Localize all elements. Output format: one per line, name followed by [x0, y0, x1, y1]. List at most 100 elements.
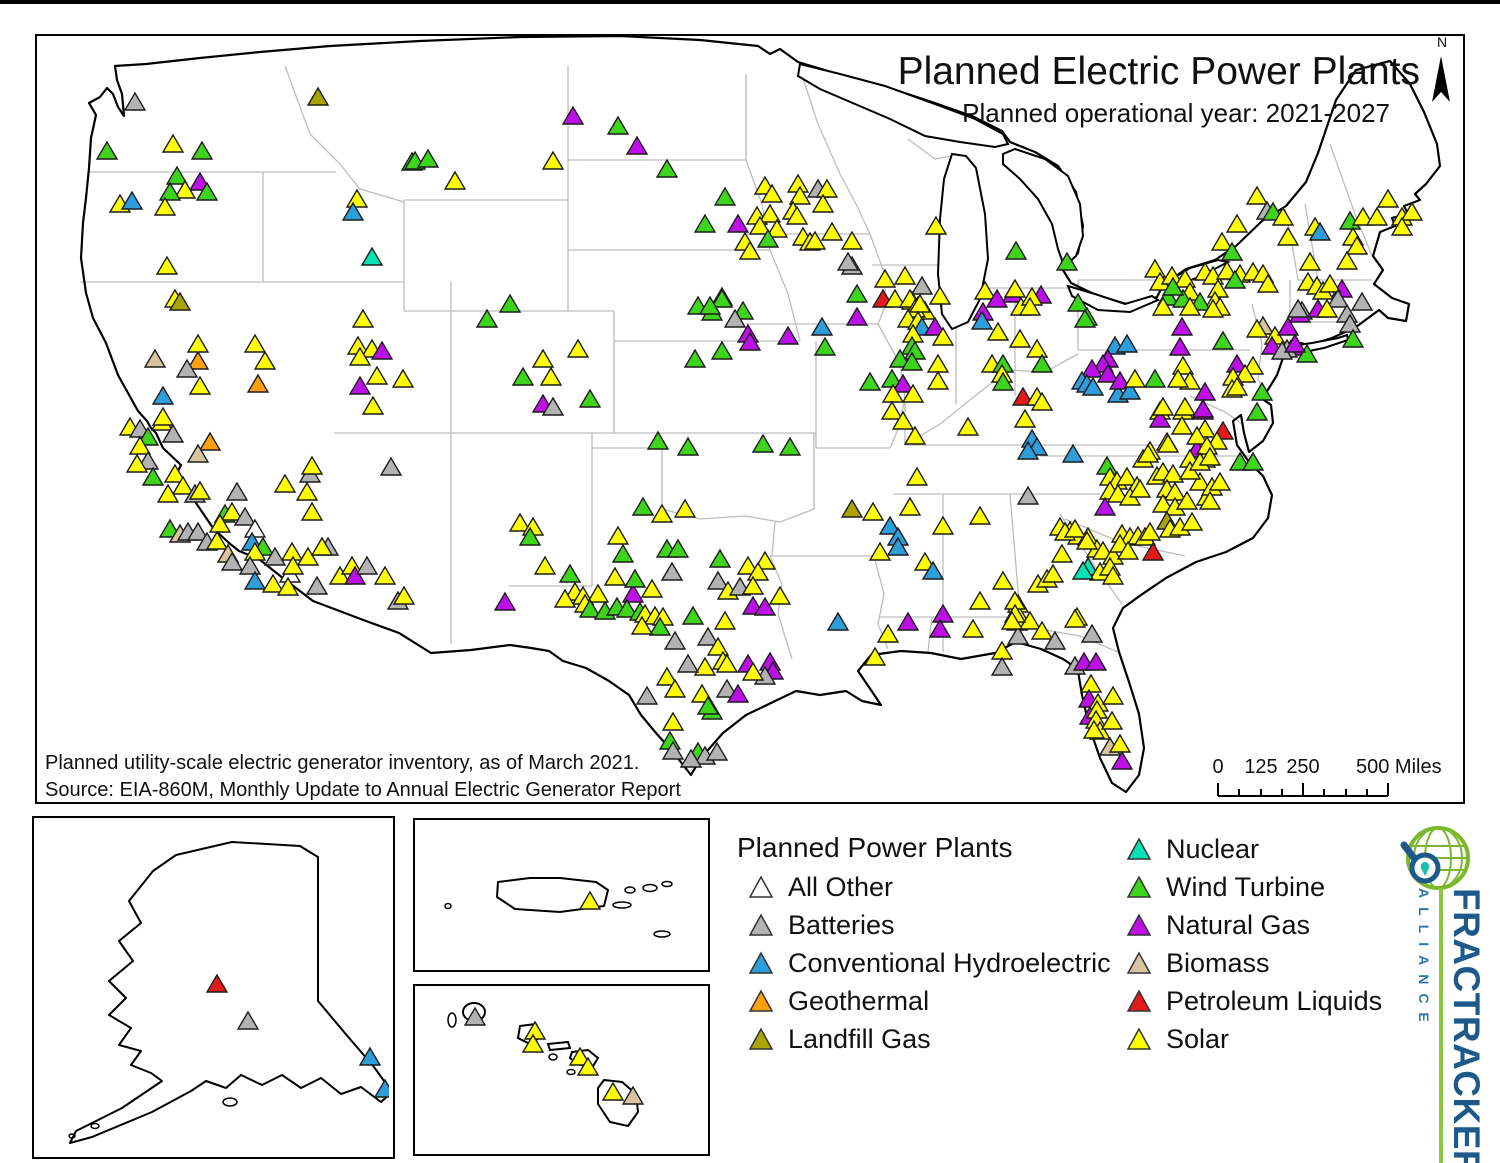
plant-marker-bat — [379, 456, 403, 476]
plant-marker-sol — [1101, 685, 1125, 705]
plant-marker-wind — [1211, 330, 1235, 350]
plant-marker-sol — [1175, 490, 1199, 510]
plant-marker-sol — [661, 711, 685, 731]
plant-marker-wind — [1295, 343, 1319, 363]
legend-label-pet: Petroleum Liquids — [1166, 985, 1383, 1016]
plant-marker-ng — [896, 611, 920, 631]
plant-marker-ng — [1093, 496, 1117, 516]
plant-marker-sol — [673, 498, 697, 518]
legend-label-bat: Batteries — [788, 909, 895, 940]
legend-item-pet: Petroleum Liquids — [1126, 982, 1382, 1020]
legend-swatch-sol-icon — [1126, 1027, 1152, 1050]
plant-marker-ng — [845, 306, 869, 326]
plant-marker-sol — [1003, 278, 1027, 298]
plant-marker-sol — [973, 280, 997, 300]
plant-marker-hyd — [970, 310, 994, 330]
plant-marker-sol — [1030, 391, 1054, 411]
plant-marker-hyd — [878, 515, 902, 535]
plant-marker-sol — [1128, 478, 1152, 498]
plant-marker-bat — [1043, 630, 1067, 650]
plant-marker-sol — [1008, 328, 1032, 348]
plant-marker-sol — [1123, 368, 1147, 388]
plant-marker-sol — [300, 455, 324, 475]
plant-marker-sol — [760, 183, 784, 203]
plant-marker-sol — [553, 588, 577, 608]
plant-marker-wind — [713, 186, 737, 206]
plant-marker-lfg — [306, 86, 330, 106]
plant-marker-ng — [1080, 358, 1104, 378]
plant-marker-wind — [655, 158, 679, 178]
plant-marker-sol — [1170, 415, 1194, 435]
plant-marker-bat — [175, 358, 199, 378]
plant-marker-sol — [928, 285, 952, 305]
plant-marker-sol — [261, 573, 285, 593]
plant-marker-wind — [858, 371, 882, 391]
plant-marker-ng — [1193, 381, 1217, 401]
plant-marker-ng — [343, 565, 367, 585]
plant-marker-sol — [1000, 610, 1024, 630]
plant-marker-wind — [611, 543, 635, 563]
plant-marker-sol — [1400, 201, 1424, 221]
plant-marker-sol — [220, 501, 244, 521]
plant-marker-sol — [281, 555, 305, 575]
plant-marker-sol — [155, 255, 179, 275]
plant-marker-sol — [345, 188, 369, 208]
plant-marker-wind — [1245, 401, 1269, 421]
plant-marker-geo — [198, 431, 222, 451]
plant-marker-ng — [753, 596, 777, 616]
plant-marker-sol — [568, 1046, 592, 1066]
plant-marker-bat — [635, 685, 659, 705]
plant-marker-wind — [158, 181, 182, 201]
plant-marker-ng — [625, 135, 649, 155]
plant-marker-wind — [710, 340, 734, 360]
plant-marker-sol — [1256, 273, 1280, 293]
legend-label-geo: Geothermal — [788, 985, 930, 1016]
plant-marker-ng — [891, 373, 915, 393]
plant-marker-sol — [1115, 466, 1139, 486]
plant-marker-sol — [208, 513, 232, 533]
alaska-outline — [68, 841, 389, 1144]
plant-marker-bat — [715, 678, 739, 698]
plant-marker-hyd — [886, 536, 910, 556]
plant-marker-bat — [1350, 291, 1374, 311]
plant-marker-sol — [186, 333, 210, 353]
plant-marker-pet — [1141, 541, 1165, 561]
plant-marker-sol — [1201, 298, 1225, 318]
plant-marker-sol — [576, 1056, 600, 1076]
plant-marker-ng — [1283, 333, 1307, 353]
plant-marker-bat — [1326, 288, 1350, 308]
plant-marker-wind — [698, 295, 722, 315]
plant-marker-sol — [753, 550, 777, 570]
plant-marker-bat — [1286, 298, 1310, 318]
plant-marker-sol — [758, 203, 782, 223]
plant-marker-wind — [1220, 241, 1244, 261]
plant-marker-bat — [123, 91, 147, 111]
plant-marker-sol — [295, 481, 319, 501]
legend-label-sol: Solar — [1166, 1023, 1230, 1054]
plant-marker-sol — [908, 293, 932, 313]
plant-marker-sol — [1136, 443, 1160, 463]
legend-label-nuc: Nuclear — [1166, 833, 1260, 864]
plant-marker-ng — [1168, 336, 1192, 356]
plant-marker-wind — [1030, 353, 1054, 373]
plant-marker-sol — [1245, 185, 1269, 205]
plant-marker-bat — [305, 575, 329, 595]
plant-marker-sol — [1101, 565, 1125, 585]
plant-marker-bat — [263, 546, 287, 566]
plant-marker-sol — [765, 218, 789, 238]
plant-marker-wind — [578, 388, 602, 408]
plant-marker-sol — [253, 350, 277, 370]
plant-marker-wind — [623, 568, 647, 588]
legend-label-wind: Wind Turbine — [1166, 871, 1326, 902]
plant-marker-wind — [696, 695, 720, 715]
plant-marker-sol — [1079, 673, 1103, 693]
plant-marker-sol — [883, 288, 907, 308]
puerto-rico-inset-frame — [413, 818, 710, 972]
plant-marker-bat — [236, 1010, 260, 1030]
plant-marker-wind — [1055, 251, 1079, 271]
plant-marker-sol — [1151, 396, 1175, 416]
plant-marker-sol — [891, 410, 915, 430]
plant-marker-sol — [1390, 216, 1414, 236]
plant-marker-sol — [1151, 493, 1175, 513]
plant-marker-sol — [991, 570, 1015, 590]
